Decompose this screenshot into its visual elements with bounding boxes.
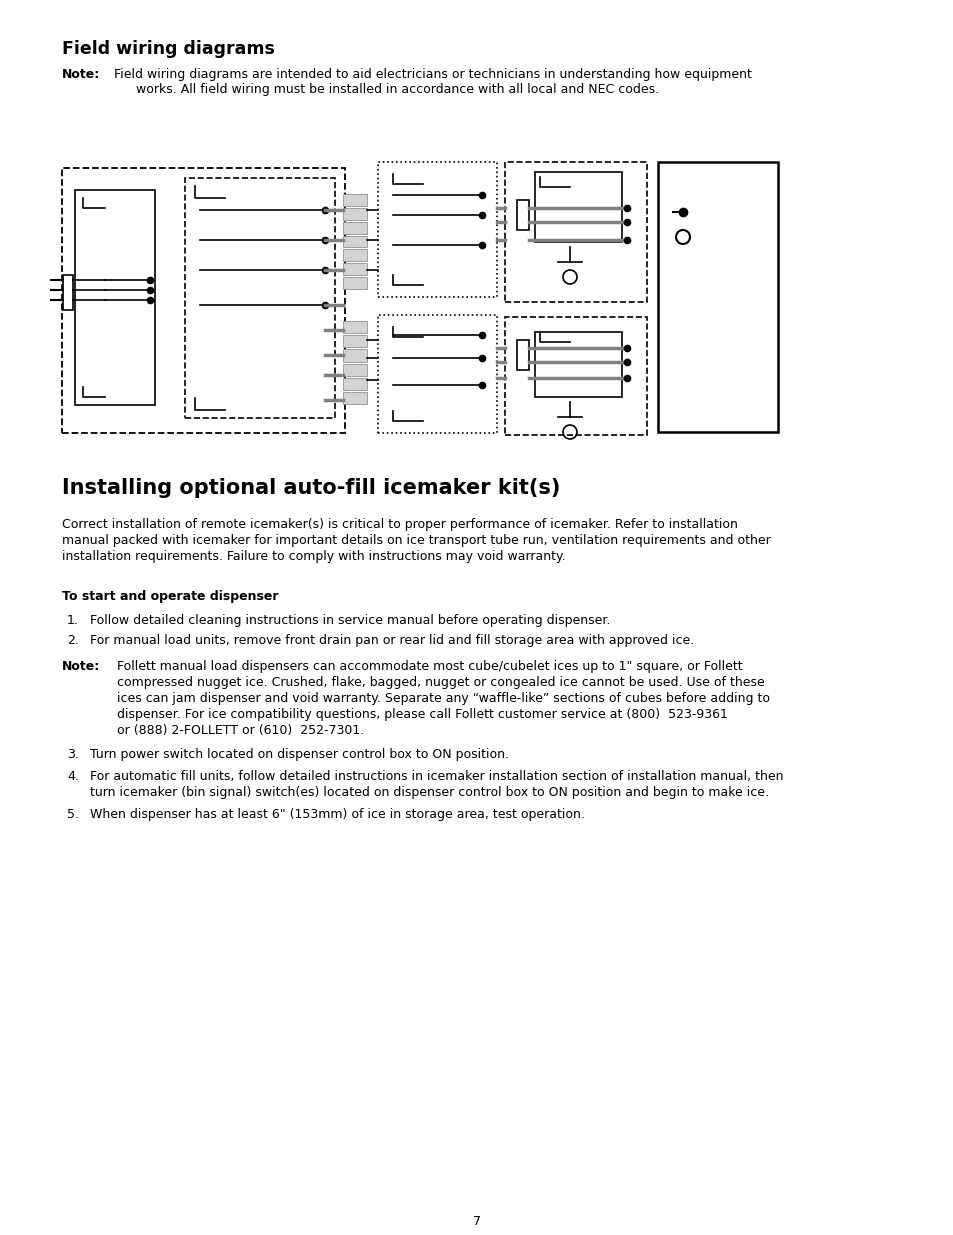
- Text: installation requirements. Failure to comply with instructions may void warranty: installation requirements. Failure to co…: [62, 550, 565, 563]
- Text: 4.: 4.: [67, 769, 79, 783]
- Text: For automatic fill units, follow detailed instructions in icemaker installation : For automatic fill units, follow detaile…: [90, 769, 782, 783]
- Bar: [517, 200, 529, 230]
- Bar: [343, 222, 367, 233]
- Text: Turn power switch located on dispenser control box to ON position.: Turn power switch located on dispenser c…: [90, 748, 509, 761]
- Text: 3.: 3.: [67, 748, 79, 761]
- Text: When dispenser has at least 6" (153mm) of ice in storage area, test operation.: When dispenser has at least 6" (153mm) o…: [90, 808, 584, 821]
- Text: ices can jam dispenser and void warranty. Separate any “waffle-like” sections of: ices can jam dispenser and void warranty…: [117, 692, 769, 705]
- Text: To start and operate dispenser: To start and operate dispenser: [62, 590, 278, 603]
- Text: Field wiring diagrams: Field wiring diagrams: [62, 40, 274, 58]
- Bar: [185, 178, 335, 417]
- Text: Note:: Note:: [62, 659, 100, 673]
- Bar: [343, 194, 367, 206]
- Text: Installing optional auto-fill icemaker kit(s): Installing optional auto-fill icemaker k…: [62, 478, 559, 498]
- Text: manual packed with icemaker for important details on ice transport tube run, ven: manual packed with icemaker for importan…: [62, 534, 770, 547]
- Text: or (888) 2-FOLLETT or (610)  252-7301.: or (888) 2-FOLLETT or (610) 252-7301.: [117, 724, 364, 737]
- Text: Follett manual load dispensers can accommodate most cube/cubelet ices up to 1" s: Follett manual load dispensers can accom…: [117, 659, 741, 673]
- Bar: [343, 207, 367, 220]
- Text: Follow detailed cleaning instructions in service manual before operating dispens: Follow detailed cleaning instructions in…: [90, 614, 610, 627]
- Bar: [343, 236, 367, 247]
- Bar: [504, 317, 646, 435]
- Bar: [343, 335, 367, 347]
- Text: compressed nugget ice. Crushed, flake, bagged, nugget or congealed ice cannot be: compressed nugget ice. Crushed, flake, b…: [117, 676, 764, 689]
- Text: 1.: 1.: [67, 614, 79, 627]
- Bar: [343, 249, 367, 262]
- Bar: [343, 391, 367, 404]
- Text: Correct installation of remote icemaker(s) is critical to proper performance of : Correct installation of remote icemaker(…: [62, 517, 737, 531]
- Text: Note:: Note:: [62, 68, 100, 82]
- Bar: [377, 315, 497, 433]
- Text: Field wiring diagrams are intended to aid electricians or technicians in underst: Field wiring diagrams are intended to ai…: [113, 68, 751, 82]
- Bar: [658, 162, 778, 432]
- Text: 5.: 5.: [67, 808, 79, 821]
- Bar: [343, 363, 367, 375]
- Bar: [517, 340, 529, 370]
- Bar: [343, 277, 367, 289]
- Bar: [343, 263, 367, 275]
- Bar: [343, 321, 367, 333]
- Bar: [504, 162, 646, 303]
- Text: 2.: 2.: [67, 634, 79, 647]
- Text: For manual load units, remove front drain pan or rear lid and fill storage area : For manual load units, remove front drai…: [90, 634, 694, 647]
- Bar: [377, 162, 497, 296]
- Text: turn icemaker (bin signal) switch(es) located on dispenser control box to ON pos: turn icemaker (bin signal) switch(es) lo…: [90, 785, 768, 799]
- Bar: [75, 190, 154, 405]
- Bar: [343, 350, 367, 362]
- Text: dispenser. For ice compatibility questions, please call Follett customer service: dispenser. For ice compatibility questio…: [117, 708, 727, 721]
- Text: works. All field wiring must be installed in accordance with all local and NEC c: works. All field wiring must be installe…: [136, 83, 659, 96]
- Bar: [343, 378, 367, 390]
- Bar: [63, 275, 73, 310]
- Bar: [62, 168, 345, 433]
- Bar: [535, 172, 621, 242]
- Text: 7: 7: [473, 1215, 480, 1228]
- Bar: [535, 332, 621, 396]
